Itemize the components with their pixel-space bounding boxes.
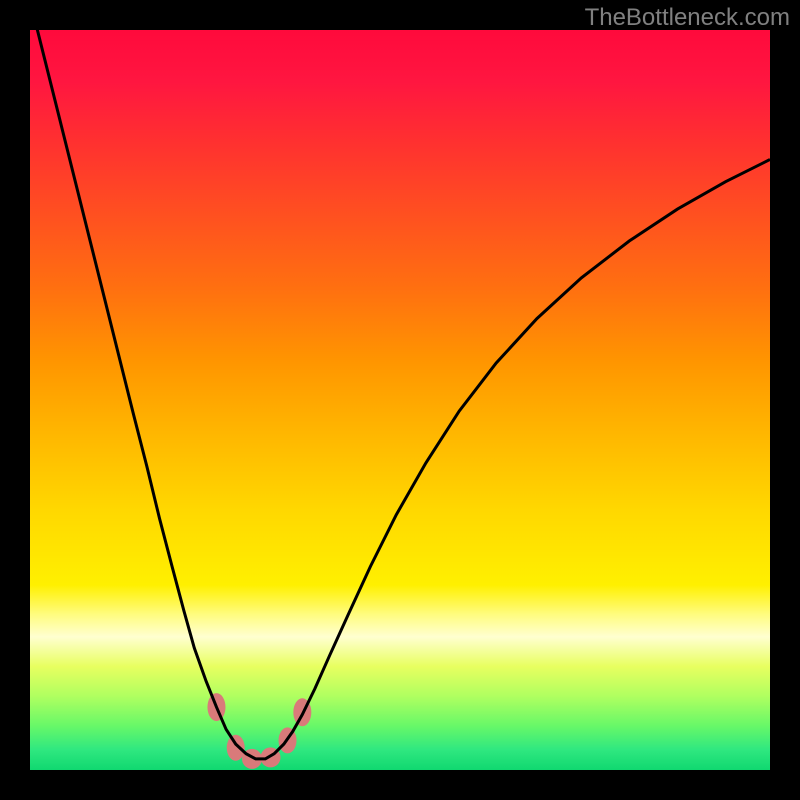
optimal-region-markers (207, 693, 311, 769)
gradient-background (30, 30, 770, 770)
optimal-marker (242, 749, 262, 769)
chart-svg (30, 30, 770, 770)
optimal-marker (279, 727, 297, 753)
optimal-marker (293, 698, 311, 726)
watermark-label: TheBottleneck.com (585, 4, 790, 32)
optimal-marker (207, 693, 225, 721)
plot-area (30, 30, 770, 770)
bottleneck-curve (30, 30, 770, 759)
optimal-marker (261, 747, 281, 767)
optimal-marker (227, 735, 245, 761)
